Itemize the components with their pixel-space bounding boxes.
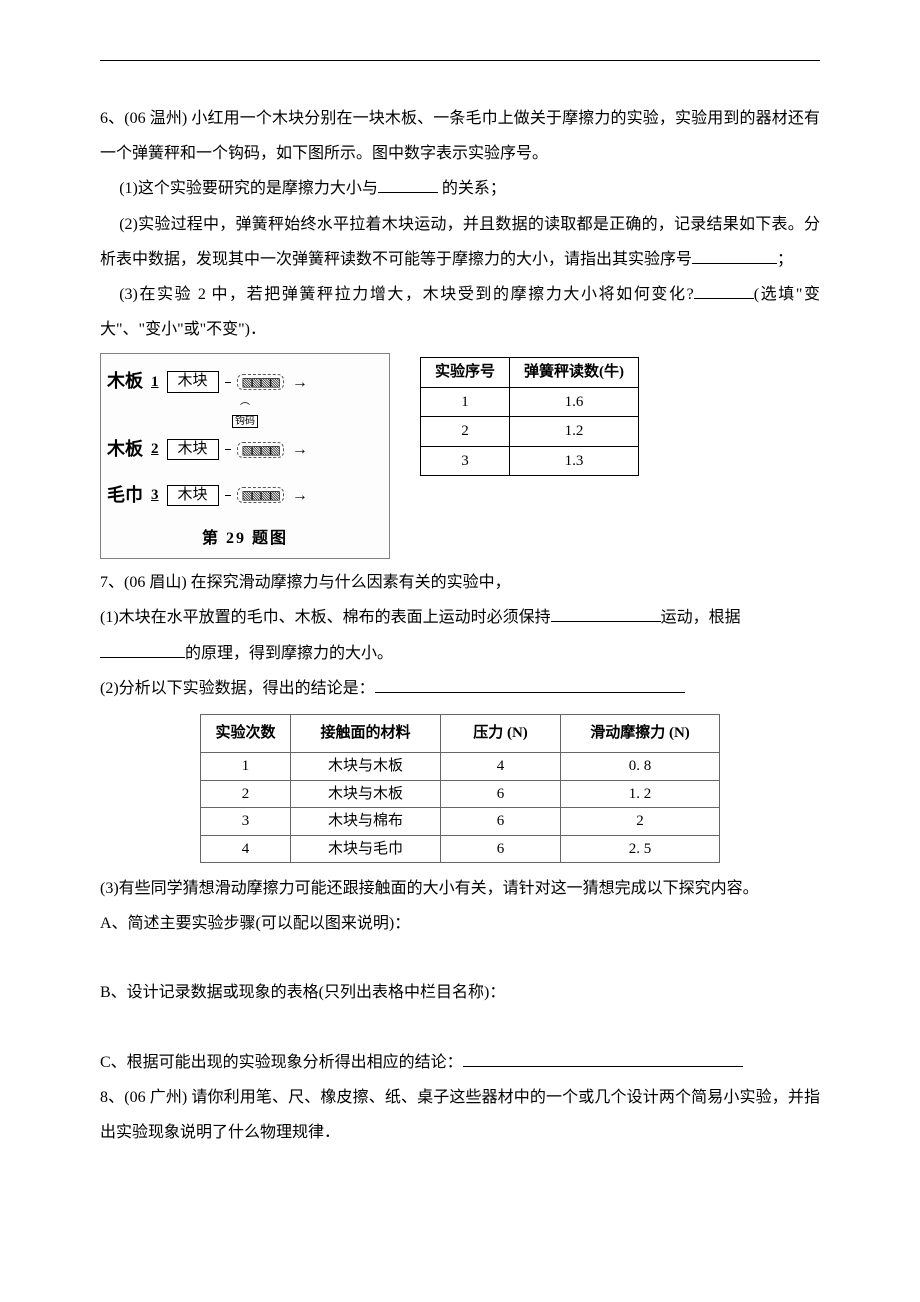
- arrow-icon: →: [292, 432, 308, 467]
- q7-table: 实验次数 接触面的材料 压力 (N) 滑动摩擦力 (N) 1 木块与木板 4 0…: [200, 714, 720, 863]
- q6-p2: (2)实验过程中，弹簧秤始终水平拉着木块运动，并且数据的读取都是正确的，记录结果…: [100, 207, 820, 277]
- cell: 木块与毛巾: [291, 836, 441, 863]
- diagram-row-3: 毛巾 3 木块 ▧▧▧▧ →: [107, 476, 383, 516]
- q7-p2: (2)分析以下实验数据，得出的结论是：: [100, 671, 820, 706]
- page: 6、(06 温州) 小红用一个木块分别在一块木板、一条毛巾上做关于摩擦力的实验，…: [0, 0, 920, 1230]
- cell: 4: [201, 836, 291, 863]
- q6-th2: 弹簧秤读数(牛): [510, 358, 639, 388]
- cell: 4: [441, 753, 561, 780]
- q7-pC: C、根据可能出现的实验现象分析得出相应的结论：: [100, 1045, 820, 1080]
- q6-table: 实验序号 弹簧秤读数(牛) 11.6 21.2 31.3: [420, 357, 639, 476]
- cell: 6: [441, 836, 561, 863]
- surface-label: 毛巾: [107, 476, 143, 516]
- arrow-icon: →: [292, 478, 308, 513]
- table-row: 11.6: [421, 387, 639, 417]
- blank: [551, 605, 661, 623]
- answer-space: [100, 1011, 820, 1045]
- exp-number: 1: [151, 366, 159, 399]
- arrow-icon: →: [292, 365, 308, 400]
- q7-p3: (3)有些同学猜想滑动摩擦力可能还跟接触面的大小有关，请针对这一猜想完成以下探究…: [100, 871, 820, 906]
- table-row: 21.2: [421, 417, 639, 447]
- table-row: 3 木块与棉布 6 2: [201, 808, 719, 836]
- q7-pA: A、简述主要实验步骤(可以配以图来说明)：: [100, 906, 820, 941]
- spring-icon: ▧▧▧▧: [237, 487, 284, 503]
- q7-p2-a: (2)分析以下实验数据，得出的结论是：: [100, 680, 375, 697]
- block-label: 木块: [167, 371, 219, 393]
- cell: 1.3: [510, 446, 639, 476]
- cell: 1: [201, 753, 291, 780]
- table-row: 实验序号 弹簧秤读数(牛): [421, 358, 639, 388]
- q6-p3: (3)在实验 2 中，若把弹簧秤拉力增大，木块受到的摩擦力大小将如何变化?(选填…: [100, 277, 820, 347]
- spring-icon: ▧▧▧▧: [237, 442, 284, 458]
- q6-heading: 6、(06 温州) 小红用一个木块分别在一块木板、一条毛巾上做关于摩擦力的实验，…: [100, 101, 820, 171]
- q7-heading: 7、(06 眉山) 在探究滑动摩擦力与什么因素有关的实验中，: [100, 565, 820, 600]
- table-row: 4 木块与毛巾 6 2. 5: [201, 836, 719, 863]
- q6-p1-b: 的关系；: [438, 180, 506, 197]
- cell: 2: [561, 808, 719, 835]
- q7-p1: (1)木块在水平放置的毛巾、木板、棉布的表面上运动时必须保持 运动，根据 的原理，…: [100, 600, 820, 670]
- cell: 3: [201, 808, 291, 835]
- cell: 0. 8: [561, 753, 719, 780]
- diagram-weight: ⌒钩码: [107, 404, 383, 428]
- exp-number: 2: [151, 433, 159, 466]
- table-row: 31.3: [421, 446, 639, 476]
- table-row: 1 木块与木板 4 0. 8: [201, 753, 719, 781]
- q6-th1: 实验序号: [421, 358, 510, 388]
- cell: 1.6: [510, 387, 639, 417]
- q8-heading: 8、(06 广州) 请你利用笔、尺、橡皮擦、纸、桌子这些器材中的一个或几个设计两…: [100, 1080, 820, 1150]
- blank: [692, 246, 777, 264]
- q7-pC-text: C、根据可能出现的实验现象分析得出相应的结论：: [100, 1054, 463, 1071]
- blank: [100, 640, 185, 658]
- q6-diagram: 木板 1 木块 ▧▧▧▧ → ⌒钩码 木板 2 木块 ▧▧▧▧ → 毛巾 3: [100, 353, 390, 559]
- cell: 1: [421, 387, 510, 417]
- cell: 2: [421, 417, 510, 447]
- blank: [694, 281, 754, 299]
- blank: [463, 1049, 743, 1067]
- cell: 3: [421, 446, 510, 476]
- q6-p2-b: ；: [777, 251, 793, 268]
- diagram-row-2: 木板 2 木块 ▧▧▧▧ →: [107, 430, 383, 470]
- cell: 木块与木板: [291, 781, 441, 808]
- table-row: 2 木块与木板 6 1. 2: [201, 781, 719, 809]
- cell: 2. 5: [561, 836, 719, 863]
- q7-th3: 压力 (N): [441, 715, 561, 752]
- q7-th1: 实验次数: [201, 715, 291, 752]
- block-label: 木块: [167, 485, 219, 507]
- q6-p3-a: (3)在实验 2 中，若把弹簧秤拉力增大，木块受到的摩擦力大小将如何变化?: [119, 286, 694, 303]
- block-label: 木块: [167, 439, 219, 461]
- q6-figure-row: 木板 1 木块 ▧▧▧▧ → ⌒钩码 木板 2 木块 ▧▧▧▧ → 毛巾 3: [100, 353, 820, 559]
- table-row: 实验次数 接触面的材料 压力 (N) 滑动摩擦力 (N): [201, 715, 719, 753]
- diagram-row-1: 木板 1 木块 ▧▧▧▧ →: [107, 362, 383, 402]
- surface-label: 木板: [107, 362, 143, 402]
- cell: 木块与棉布: [291, 808, 441, 835]
- cell: 6: [441, 808, 561, 835]
- exp-number: 3: [151, 479, 159, 512]
- q7-pB: B、设计记录数据或现象的表格(只列出表格中栏目名称)：: [100, 975, 820, 1010]
- cell: 6: [441, 781, 561, 808]
- weight-label: 钩码: [232, 415, 258, 428]
- q6-p1-a: (1)这个实验要研究的是摩擦力大小与: [119, 180, 378, 197]
- surface-label: 木板: [107, 430, 143, 470]
- q7-p1-a: (1)木块在水平放置的毛巾、木板、棉布的表面上运动时必须保持: [100, 609, 551, 626]
- top-rule: [100, 60, 820, 61]
- figure-caption: 第 29 题图: [107, 521, 383, 556]
- cell: 1.2: [510, 417, 639, 447]
- blank: [378, 176, 438, 194]
- q7-th2: 接触面的材料: [291, 715, 441, 752]
- cell: 2: [201, 781, 291, 808]
- q7-p1-c: 的原理，得到摩擦力的大小。: [185, 645, 393, 662]
- q7-p1-b: 运动，根据: [661, 609, 741, 626]
- cell: 1. 2: [561, 781, 719, 808]
- cell: 木块与木板: [291, 753, 441, 780]
- q6-p1: (1)这个实验要研究的是摩擦力大小与 的关系；: [100, 171, 820, 206]
- blank: [375, 675, 685, 693]
- q7-th4: 滑动摩擦力 (N): [561, 715, 719, 752]
- answer-space: [100, 941, 820, 975]
- spring-icon: ▧▧▧▧: [237, 374, 284, 390]
